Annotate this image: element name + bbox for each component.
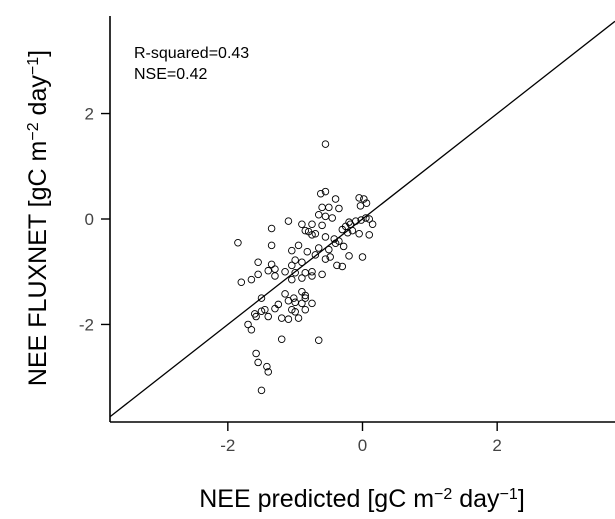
data-point — [309, 273, 316, 280]
data-point — [356, 195, 363, 202]
data-point — [322, 213, 329, 220]
data-point — [304, 248, 311, 255]
data-point — [265, 313, 272, 320]
data-point — [268, 242, 275, 249]
data-point — [238, 279, 245, 286]
r-squared-annotation: R-squared=0.43 — [134, 45, 249, 62]
x-axis-title: NEE predicted [gC m−2 day−1] — [199, 485, 525, 513]
data-point — [332, 196, 339, 203]
data-point — [272, 266, 279, 273]
data-point — [255, 271, 262, 278]
y-tick-label: 2 — [85, 105, 94, 124]
data-point — [369, 221, 376, 228]
data-point — [346, 253, 353, 260]
data-point — [235, 239, 242, 246]
data-point — [255, 259, 262, 266]
data-point — [295, 315, 302, 322]
data-point — [289, 247, 296, 254]
data-point — [336, 205, 343, 212]
data-point — [309, 221, 316, 228]
data-point — [265, 267, 272, 274]
data-point — [272, 273, 279, 280]
data-point — [357, 203, 364, 210]
y-axis-ticks: -2 0 2 — [79, 105, 110, 335]
data-point — [248, 276, 255, 283]
data-point — [253, 350, 260, 357]
data-point — [315, 337, 322, 344]
data-point — [258, 387, 265, 394]
data-point — [248, 326, 255, 333]
data-point — [282, 268, 289, 275]
y-axis-title: NEE FLUXNET [gC m−2 day−1] — [24, 50, 52, 386]
data-point — [295, 242, 302, 249]
data-point — [299, 300, 306, 307]
y-tick-label: -2 — [79, 315, 94, 334]
data-point — [268, 225, 275, 232]
data-point — [356, 230, 363, 237]
data-point — [309, 300, 316, 307]
data-point — [319, 222, 326, 229]
data-point — [255, 359, 262, 366]
data-point — [366, 232, 373, 239]
data-point — [326, 204, 333, 211]
x-axis-ticks: -2 0 2 — [220, 422, 502, 455]
y-tick-label: 0 — [85, 210, 94, 229]
x-tick-label: 0 — [358, 436, 367, 455]
data-point — [278, 336, 285, 343]
data-point — [289, 276, 296, 283]
nse-annotation: NSE=0.42 — [134, 66, 207, 83]
data-point — [329, 215, 336, 222]
x-tick-label: 2 — [492, 436, 501, 455]
data-point — [315, 245, 322, 252]
data-point — [322, 141, 329, 148]
data-point — [340, 243, 347, 250]
x-tick-label: -2 — [220, 436, 235, 455]
data-point — [285, 297, 292, 304]
data-point — [275, 301, 282, 308]
data-point — [282, 291, 289, 298]
data-point — [268, 261, 275, 268]
data-point — [319, 271, 326, 278]
plot-points — [235, 141, 376, 394]
data-point — [289, 262, 296, 269]
data-point — [285, 316, 292, 323]
data-point — [299, 275, 306, 282]
data-point — [272, 305, 279, 312]
data-point — [322, 234, 329, 241]
data-point — [302, 306, 309, 313]
data-point — [285, 218, 292, 225]
data-point — [315, 211, 322, 218]
data-point — [359, 254, 366, 261]
data-point — [278, 315, 285, 322]
data-point — [292, 299, 299, 306]
data-point — [319, 204, 326, 211]
data-point — [299, 221, 306, 228]
